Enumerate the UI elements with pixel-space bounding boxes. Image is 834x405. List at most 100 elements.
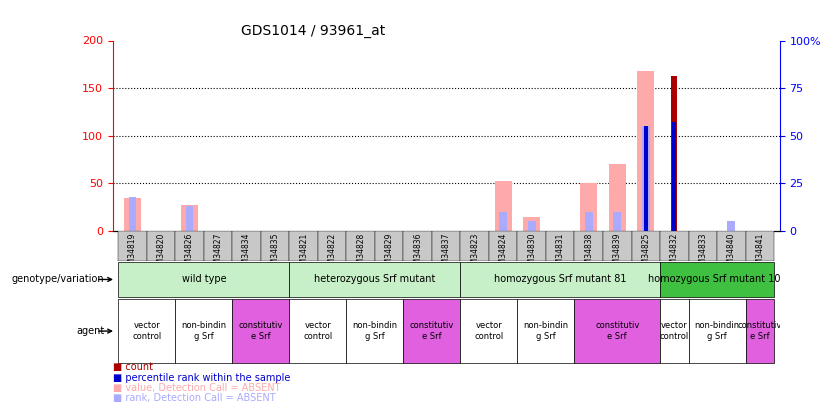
Text: GSM34836: GSM34836	[413, 232, 422, 274]
Text: non-bindin
g Srf: non-bindin g Srf	[524, 322, 569, 341]
Text: vector
control: vector control	[304, 322, 333, 341]
Bar	[660, 262, 774, 297]
Bar	[432, 231, 460, 261]
Bar	[346, 299, 404, 363]
Bar	[118, 231, 147, 261]
Text: wild type: wild type	[182, 275, 226, 284]
Text: GSM34829: GSM34829	[384, 232, 394, 274]
Bar	[746, 231, 774, 261]
Bar	[118, 299, 175, 363]
Text: constitutiv
e Srf: constitutiv e Srf	[737, 322, 782, 341]
Text: GSM34825: GSM34825	[641, 232, 651, 274]
Bar	[346, 231, 375, 261]
Bar	[644, 126, 648, 231]
Bar	[642, 126, 650, 231]
Bar	[175, 231, 203, 261]
Text: GSM34826: GSM34826	[185, 232, 194, 274]
Text: ■ count: ■ count	[113, 362, 153, 372]
Text: GSM34820: GSM34820	[157, 232, 166, 274]
Text: GSM34833: GSM34833	[698, 232, 707, 274]
Text: GSM34839: GSM34839	[613, 232, 622, 274]
Title: GDS1014 / 93961_at: GDS1014 / 93961_at	[241, 24, 384, 38]
Bar	[233, 299, 289, 363]
Bar	[404, 231, 432, 261]
Bar	[517, 231, 546, 261]
Bar	[500, 212, 507, 231]
Bar	[489, 231, 517, 261]
Text: GSM34841: GSM34841	[756, 232, 764, 274]
Text: GSM34821: GSM34821	[299, 232, 308, 274]
Bar	[233, 231, 261, 261]
Text: non-bindin
g Srf: non-bindin g Srf	[695, 322, 740, 341]
Bar	[147, 231, 175, 261]
Text: non-bindin
g Srf: non-bindin g Srf	[352, 322, 398, 341]
Text: GSM34824: GSM34824	[499, 232, 508, 274]
Bar	[637, 71, 655, 231]
Bar	[203, 231, 233, 261]
Text: GSM34831: GSM34831	[555, 232, 565, 274]
Bar	[631, 231, 660, 261]
Bar	[672, 122, 676, 231]
Text: constitutiv
e Srf: constitutiv e Srf	[239, 322, 283, 341]
Bar	[660, 231, 689, 261]
Text: GSM34837: GSM34837	[442, 232, 450, 274]
Bar	[546, 231, 575, 261]
Bar	[660, 299, 689, 363]
Bar	[261, 231, 289, 261]
Text: ■ percentile rank within the sample: ■ percentile rank within the sample	[113, 373, 290, 383]
Bar	[585, 212, 593, 231]
Text: constitutiv
e Srf: constitutiv e Srf	[409, 322, 455, 341]
Text: genotype/variation: genotype/variation	[12, 275, 104, 284]
Bar	[124, 198, 141, 231]
Bar	[523, 217, 540, 231]
Text: GSM34832: GSM34832	[670, 232, 679, 274]
Text: GSM34828: GSM34828	[356, 232, 365, 274]
Bar	[181, 205, 198, 231]
Bar	[528, 221, 535, 231]
Bar	[609, 164, 626, 231]
Bar	[175, 299, 233, 363]
Bar	[580, 183, 597, 231]
Text: vector
control: vector control	[475, 322, 504, 341]
Bar	[495, 181, 512, 231]
Text: GSM34835: GSM34835	[270, 232, 279, 274]
Bar	[460, 262, 660, 297]
Text: ■ rank, Detection Call = ABSENT: ■ rank, Detection Call = ABSENT	[113, 393, 275, 403]
Text: vector
control: vector control	[132, 322, 162, 341]
Bar	[460, 299, 517, 363]
Bar	[689, 231, 717, 261]
Bar	[289, 262, 460, 297]
Bar	[717, 231, 746, 261]
Text: heterozygous Srf mutant: heterozygous Srf mutant	[314, 275, 435, 284]
Bar	[289, 231, 318, 261]
Bar	[460, 231, 489, 261]
Bar	[575, 231, 603, 261]
Bar	[575, 299, 660, 363]
Bar	[375, 231, 404, 261]
Bar	[517, 299, 575, 363]
Text: GSM34827: GSM34827	[214, 232, 223, 274]
Text: vector
control: vector control	[660, 322, 689, 341]
Bar	[603, 231, 631, 261]
Bar	[727, 221, 735, 231]
Bar	[671, 76, 677, 231]
Text: GSM34822: GSM34822	[328, 232, 337, 274]
Bar	[404, 299, 460, 363]
Bar	[614, 212, 621, 231]
Text: homozygous Srf mutant 81: homozygous Srf mutant 81	[494, 275, 626, 284]
Text: GSM34819: GSM34819	[128, 232, 137, 274]
Text: GSM34838: GSM34838	[585, 232, 593, 274]
Bar	[186, 206, 193, 231]
Text: agent: agent	[76, 326, 104, 336]
Bar	[746, 299, 774, 363]
Bar	[689, 299, 746, 363]
Bar	[128, 196, 137, 231]
Text: GSM34834: GSM34834	[242, 232, 251, 274]
Text: GSM34830: GSM34830	[527, 232, 536, 274]
Bar	[118, 262, 289, 297]
Bar	[318, 231, 346, 261]
Bar	[289, 299, 346, 363]
Text: non-bindin
g Srf: non-bindin g Srf	[181, 322, 226, 341]
Text: constitutiv
e Srf: constitutiv e Srf	[595, 322, 640, 341]
Text: GSM34840: GSM34840	[726, 232, 736, 274]
